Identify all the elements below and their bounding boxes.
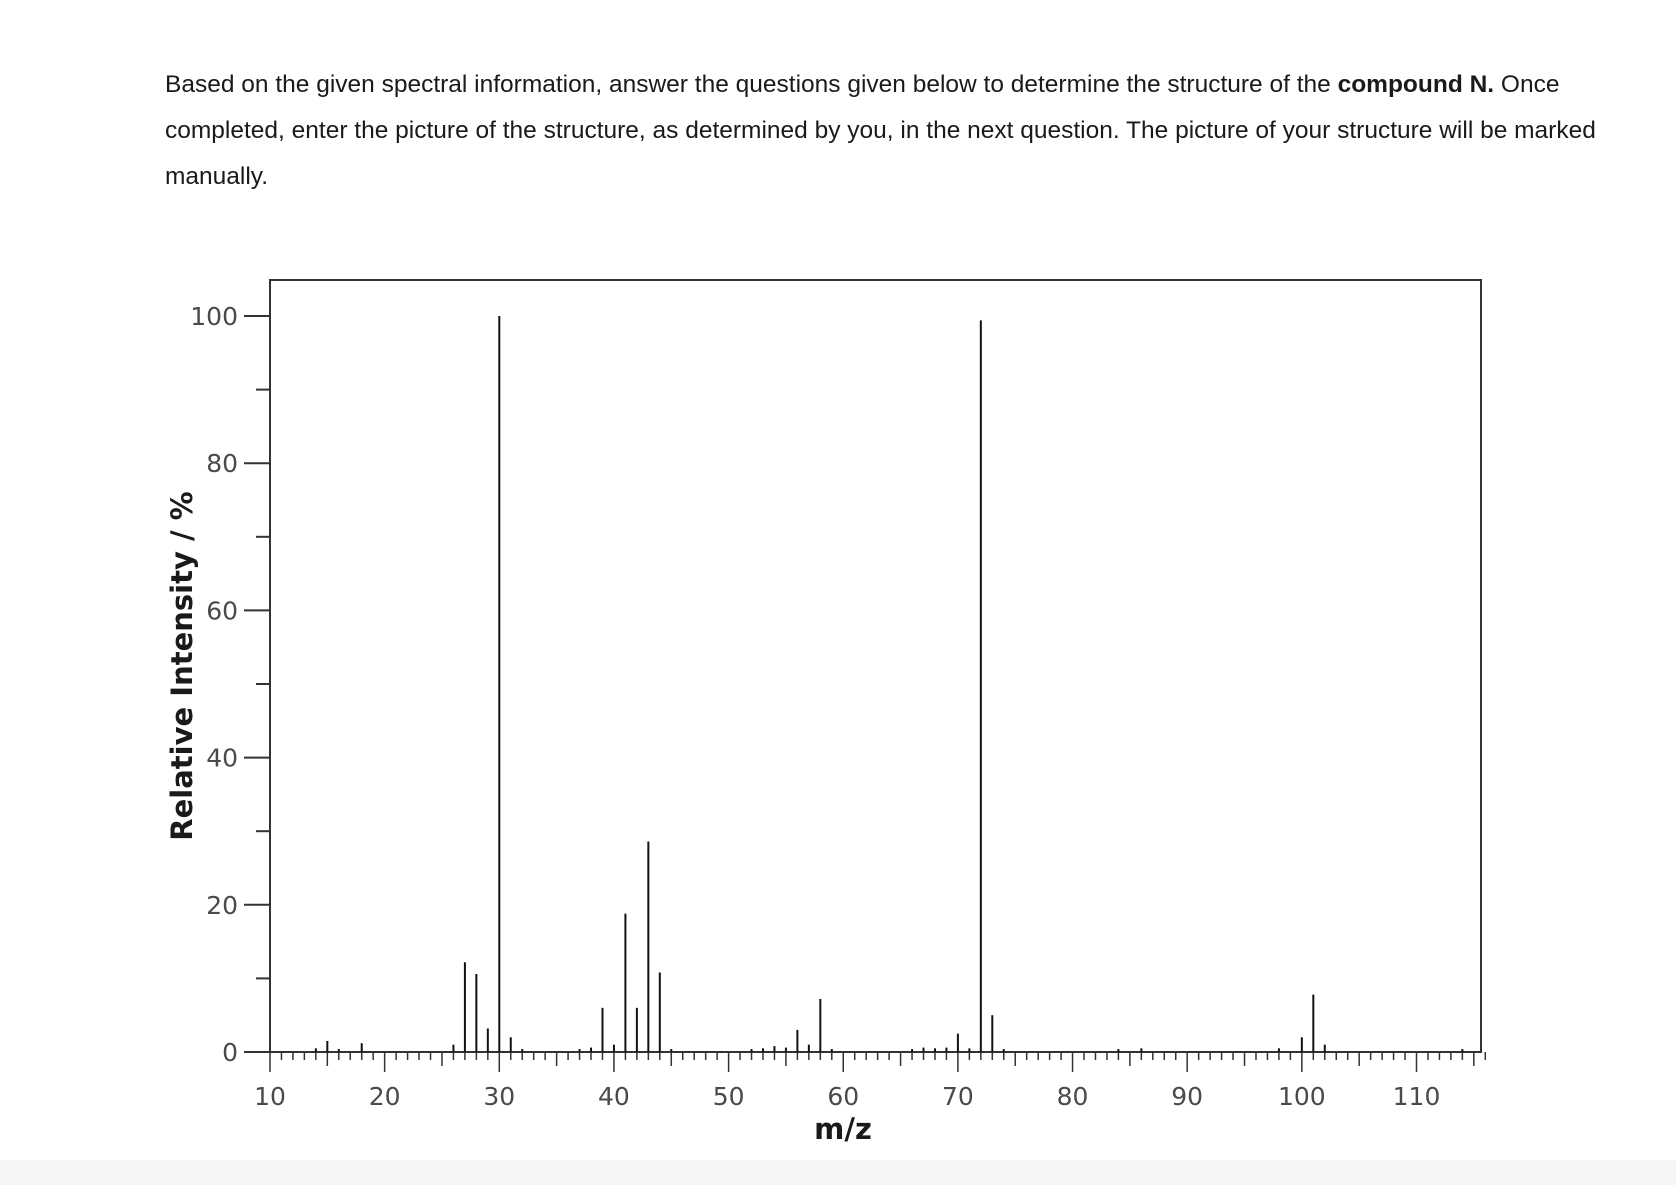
x-axis: 10 20 30 40 50 60 70 80 90 100 110 — [254, 1052, 1487, 1111]
x-tick-label: 80 — [1057, 1082, 1089, 1111]
plot-frame — [269, 279, 1482, 1053]
question-paragraph: Based on the given spectral information,… — [165, 62, 1645, 200]
compound-name: compound N. — [1337, 71, 1495, 98]
y-tick-label: 60 — [206, 596, 238, 625]
x-tick-label: 50 — [713, 1082, 745, 1111]
x-axis-title: m/z — [814, 1112, 872, 1146]
question-text: Based on the given spectral information,… — [165, 62, 1645, 200]
x-tick-label: 110 — [1393, 1082, 1441, 1111]
y-axis: 0 20 40 60 80 100 — [190, 302, 270, 1067]
x-tick-label: 100 — [1278, 1082, 1326, 1111]
question-text-end: Once completed, enter the picture of the… — [165, 71, 1596, 190]
x-tick-label: 60 — [827, 1082, 859, 1111]
page-bottom-strip — [0, 1160, 1676, 1185]
x-tick-label: 30 — [483, 1082, 515, 1111]
x-tick-label: 20 — [369, 1082, 401, 1111]
x-tick-label: 70 — [942, 1082, 974, 1111]
x-tick-label: 90 — [1171, 1082, 1203, 1111]
y-tick-label: 20 — [206, 891, 238, 920]
y-tick-label: 80 — [206, 449, 238, 478]
x-tick-label: 40 — [598, 1082, 630, 1111]
peaks — [314, 316, 1464, 1052]
x-tick-label: 10 — [254, 1082, 286, 1111]
y-tick-label: 0 — [222, 1038, 238, 1067]
y-tick-label: 40 — [206, 744, 238, 773]
y-tick-label: 100 — [190, 302, 238, 331]
y-axis-title: Relative Intensity / % — [165, 491, 199, 840]
question-text-start: Based on the given spectral information,… — [165, 71, 1338, 98]
